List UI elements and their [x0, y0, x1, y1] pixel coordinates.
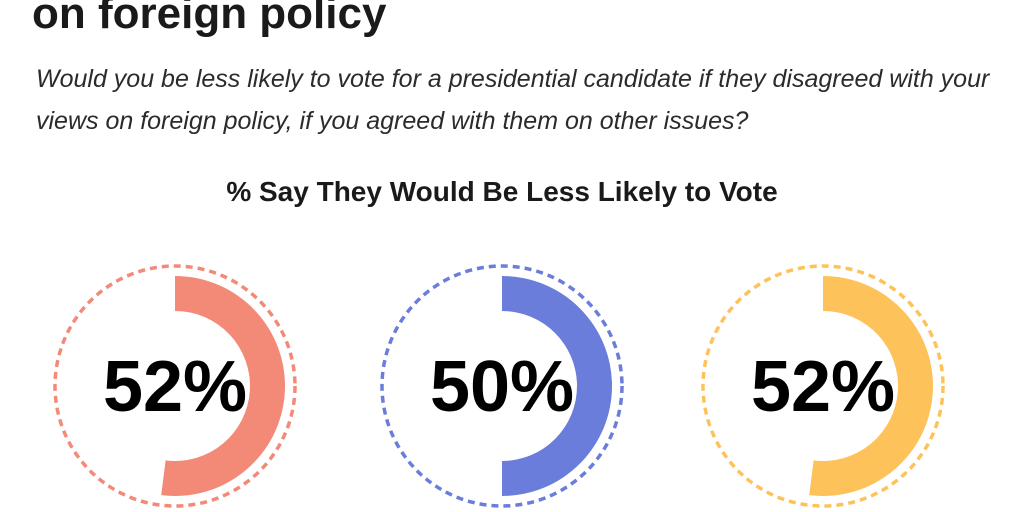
donut-value-label-3: 52% [751, 347, 895, 427]
survey-question: Would you be less likely to vote for a p… [36, 65, 990, 135]
donut-chart-2: 50% [380, 264, 624, 508]
donut-value-label-2: 50% [430, 347, 574, 427]
donut-arc-1 [161, 276, 286, 496]
donut-outline-2 [380, 264, 624, 508]
donut-chart-1: 52% [53, 264, 297, 508]
donut-chart-3: 52% [701, 264, 945, 508]
donut-outline-1 [53, 264, 297, 508]
headline: on foreign policy [32, 0, 387, 38]
chart-title: % Say They Would Be Less Likely to Vote [226, 176, 778, 207]
donut-outline-3 [701, 264, 945, 508]
donut-value-label-1: 52% [103, 347, 247, 427]
donut-arc-3 [809, 276, 934, 497]
donut-arc-2 [502, 276, 612, 496]
